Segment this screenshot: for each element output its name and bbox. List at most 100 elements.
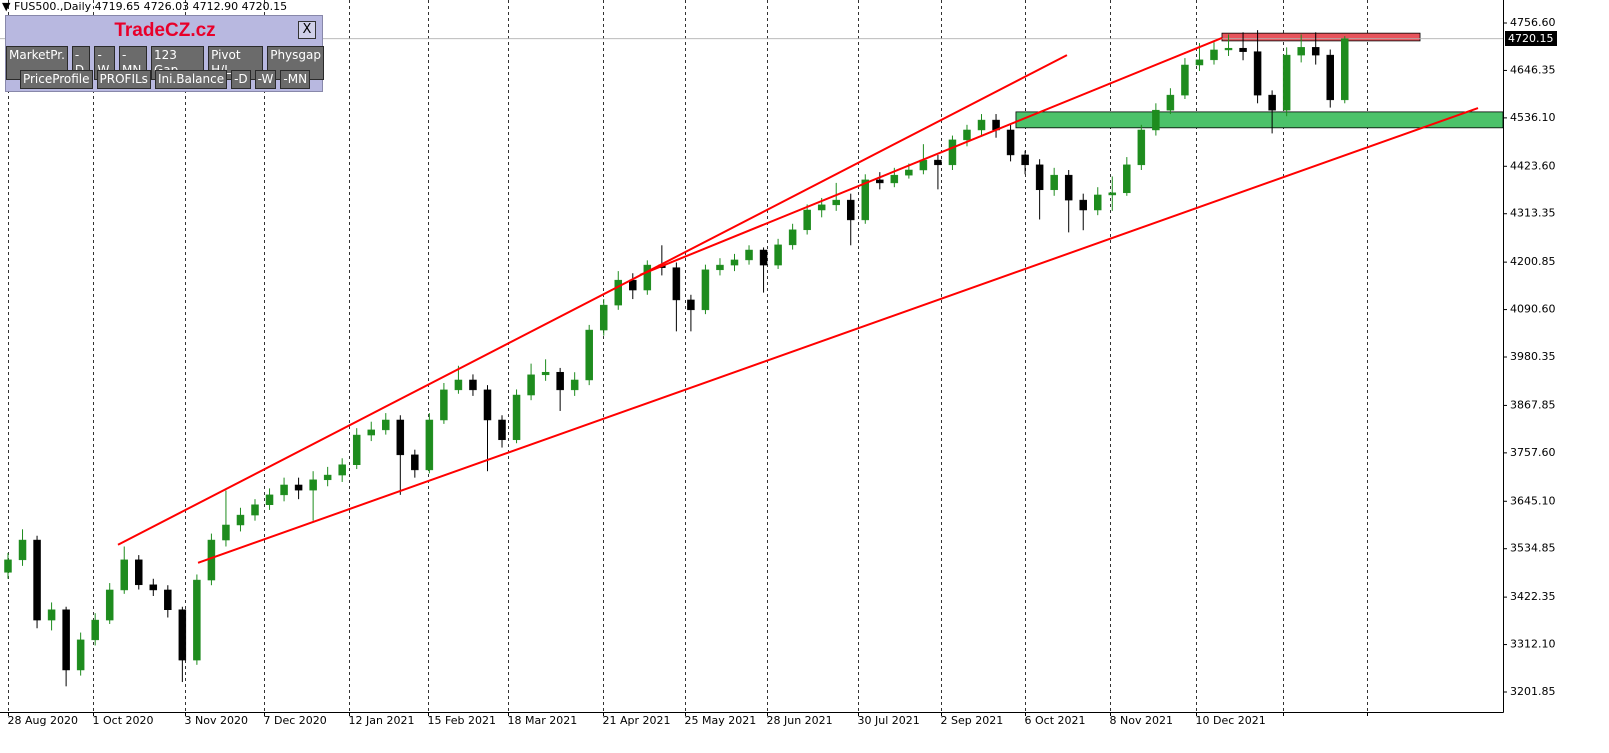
trend-line bbox=[197, 107, 1479, 564]
candle-body bbox=[120, 559, 128, 591]
candle-body bbox=[1123, 164, 1131, 194]
candle-body bbox=[527, 374, 535, 396]
candle-body bbox=[905, 169, 913, 176]
x-tick-label: 10 Dec 2021 bbox=[1196, 714, 1266, 727]
candle-body bbox=[1268, 94, 1276, 111]
candle-body bbox=[1311, 47, 1320, 56]
close-button[interactable]: X bbox=[298, 21, 316, 39]
candle-body bbox=[411, 454, 419, 471]
candle-body bbox=[352, 434, 361, 465]
y-tick-label: 4756.60 bbox=[1510, 16, 1556, 29]
candle-body bbox=[193, 579, 201, 661]
candle-body bbox=[294, 484, 303, 491]
symbol: FUS500.,Daily bbox=[13, 0, 92, 13]
candle-body bbox=[338, 464, 346, 476]
candle-body bbox=[890, 174, 899, 184]
x-tick-label: 28 Aug 2020 bbox=[8, 714, 78, 727]
candle-body bbox=[745, 249, 753, 261]
panel-button[interactable]: -MN bbox=[280, 70, 311, 89]
x-tick-label: 28 Jun 2021 bbox=[767, 714, 833, 727]
candle-body bbox=[1326, 54, 1334, 101]
candle-body bbox=[512, 394, 521, 441]
candle-body bbox=[614, 279, 623, 306]
x-tick-label: 1 Oct 2020 bbox=[93, 714, 154, 727]
candle-body bbox=[1006, 129, 1015, 156]
candle-body bbox=[251, 504, 259, 516]
candle-body bbox=[585, 329, 593, 381]
candle-body bbox=[1137, 129, 1146, 166]
panel-button[interactable]: PriceProfile bbox=[19, 70, 93, 89]
candle-body bbox=[570, 379, 579, 391]
candle-body bbox=[236, 514, 245, 526]
candle-body bbox=[803, 209, 811, 231]
candle-body bbox=[382, 419, 390, 431]
button-row: PriceProfile PROFILs Ini.Balance -D -W -MN bbox=[6, 70, 324, 89]
candle-body bbox=[440, 389, 448, 421]
y-tick-label: 3534.85 bbox=[1510, 542, 1556, 555]
candle-body bbox=[469, 379, 477, 391]
candle-body bbox=[788, 229, 797, 246]
candle-body bbox=[91, 619, 99, 641]
y-tick-label: 3312.10 bbox=[1510, 638, 1556, 651]
price-zone bbox=[1221, 32, 1421, 42]
candle-body bbox=[1195, 59, 1204, 66]
candle-body bbox=[541, 371, 550, 376]
indicator-panel: TradeCZ.cz X MarketPr.-D-W-MN123 GapPivo… bbox=[5, 15, 324, 92]
y-tick-label: 4536.10 bbox=[1510, 111, 1556, 124]
candle-body bbox=[1021, 154, 1029, 166]
candle-body bbox=[396, 419, 405, 456]
candle-body bbox=[1297, 47, 1305, 56]
x-tick-label: 25 May 2021 bbox=[685, 714, 757, 727]
panel-title: TradeCZ.cz bbox=[114, 20, 216, 41]
y-tick-label: 3867.85 bbox=[1510, 398, 1556, 411]
x-tick-label: 7 Dec 2020 bbox=[264, 714, 327, 727]
candle-body bbox=[759, 249, 768, 266]
candle-body bbox=[1050, 174, 1058, 191]
candle-body bbox=[454, 379, 463, 391]
candle-body bbox=[1210, 49, 1218, 61]
candle-body bbox=[498, 419, 506, 441]
candle-body bbox=[817, 204, 826, 211]
panel-button[interactable]: PROFILs bbox=[96, 70, 151, 89]
x-tick-label: 18 Mar 2021 bbox=[508, 714, 578, 727]
x-tick-label: 6 Oct 2021 bbox=[1025, 714, 1086, 727]
current-price: 4720.15 bbox=[1505, 30, 1557, 46]
candle-body bbox=[876, 179, 884, 184]
candle-body bbox=[1094, 194, 1102, 211]
y-tick-label: 3757.60 bbox=[1510, 446, 1556, 459]
candle-body bbox=[832, 199, 840, 206]
x-tick-label: 15 Feb 2021 bbox=[428, 714, 496, 727]
y-tick-label: 4090.60 bbox=[1510, 303, 1556, 316]
candle-body bbox=[135, 559, 143, 586]
candle-body bbox=[309, 479, 317, 491]
candle-body bbox=[1152, 109, 1160, 131]
panel-button[interactable]: -W bbox=[254, 70, 277, 89]
candle-body bbox=[280, 484, 288, 496]
candle-body bbox=[4, 559, 12, 573]
panel-button[interactable]: Ini.Balance bbox=[154, 70, 228, 89]
candle-body bbox=[1108, 192, 1117, 196]
candle-body bbox=[1181, 64, 1189, 96]
candle-body bbox=[701, 269, 710, 311]
candle-body bbox=[1282, 54, 1291, 111]
candle-body bbox=[774, 244, 782, 266]
candle-body bbox=[1341, 38, 1349, 101]
candle-body bbox=[934, 159, 942, 166]
candle-body bbox=[1166, 94, 1175, 111]
panel-button[interactable]: -D bbox=[231, 70, 251, 89]
candle-body bbox=[323, 474, 332, 481]
candle-body bbox=[643, 264, 652, 291]
candle-body bbox=[62, 609, 70, 671]
candle-body bbox=[599, 304, 608, 331]
candle-body bbox=[483, 389, 492, 421]
y-tick-label: 4646.35 bbox=[1510, 63, 1556, 76]
candle-body bbox=[672, 267, 681, 301]
trend-line bbox=[639, 36, 1223, 276]
y-tick-label: 4423.60 bbox=[1510, 159, 1556, 172]
y-tick-label: 3645.10 bbox=[1510, 494, 1556, 507]
candle-body bbox=[207, 539, 216, 581]
candle-body bbox=[730, 259, 739, 266]
candle-body bbox=[18, 539, 27, 561]
